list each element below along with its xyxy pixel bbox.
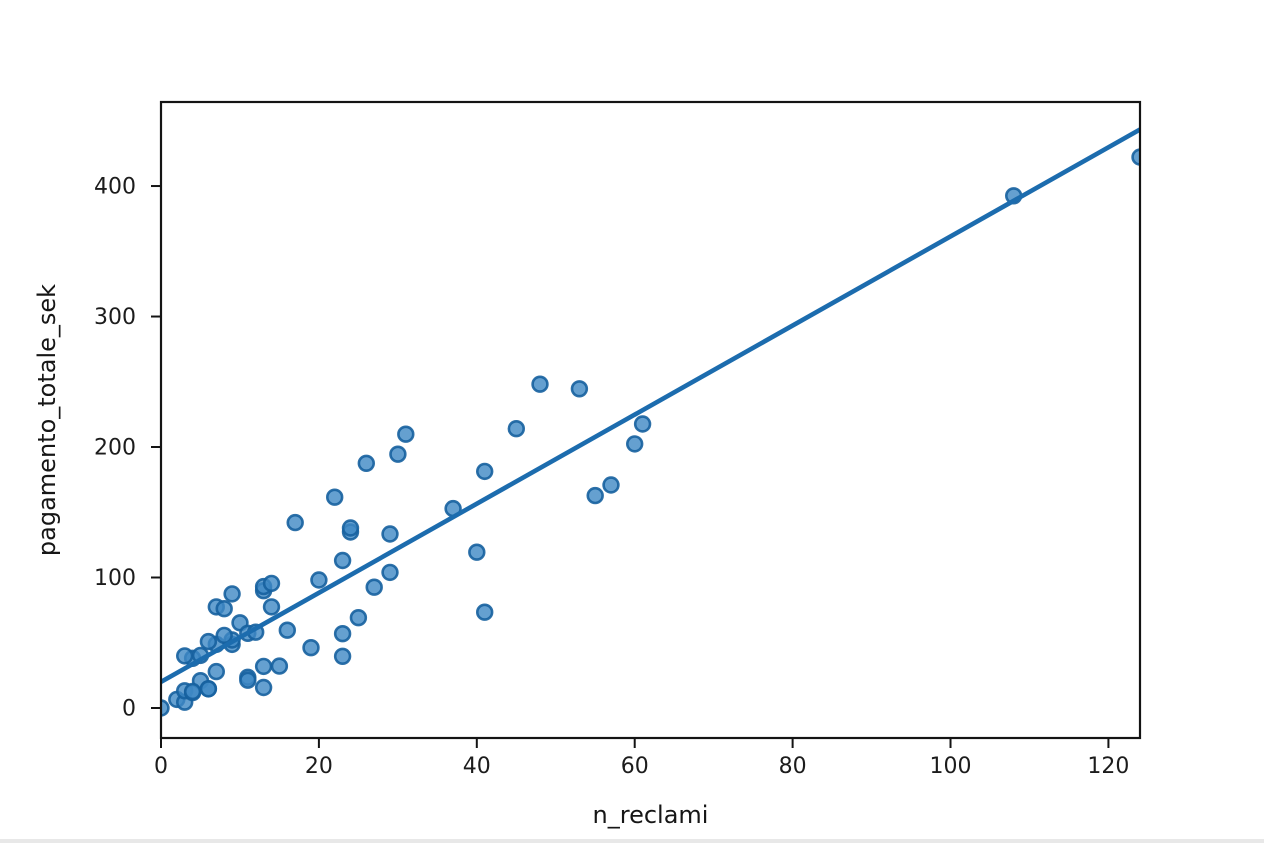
bottom-edge-strip bbox=[0, 839, 1264, 843]
data-point bbox=[176, 647, 194, 665]
data-point bbox=[625, 435, 644, 453]
data-point bbox=[381, 525, 399, 543]
data-point bbox=[183, 682, 202, 701]
data-point bbox=[215, 599, 233, 618]
data-point bbox=[286, 513, 304, 532]
data-point bbox=[278, 621, 296, 639]
y-tick-label: 400 bbox=[94, 175, 136, 200]
data-point bbox=[207, 662, 226, 681]
y-tick-label: 0 bbox=[122, 697, 136, 722]
data-point bbox=[262, 574, 281, 593]
data-point bbox=[302, 638, 320, 657]
x-tick-label: 120 bbox=[1087, 754, 1129, 779]
x-tick-label: 0 bbox=[154, 754, 168, 779]
data-point bbox=[365, 578, 383, 596]
data-point bbox=[602, 476, 620, 494]
x-tick-label: 60 bbox=[621, 754, 649, 779]
regression-line bbox=[161, 127, 1140, 684]
data-point bbox=[199, 680, 218, 698]
data-point bbox=[262, 598, 281, 616]
x-tick-label: 20 bbox=[305, 754, 333, 779]
data-point bbox=[333, 647, 352, 665]
data-point bbox=[254, 678, 273, 697]
data-point bbox=[507, 420, 525, 438]
x-axis-label: n_reclami bbox=[592, 801, 709, 829]
data-point bbox=[531, 375, 549, 393]
data-layer bbox=[161, 127, 1140, 717]
data-point bbox=[215, 626, 233, 645]
data-point bbox=[310, 571, 328, 589]
data-point bbox=[468, 543, 486, 561]
data-point bbox=[349, 608, 368, 627]
data-point bbox=[333, 624, 352, 643]
x-tick-label: 40 bbox=[463, 754, 491, 779]
y-tick-label: 200 bbox=[94, 436, 136, 461]
y-axis-label: pagamento_totale_sek bbox=[33, 283, 61, 557]
data-point bbox=[239, 671, 257, 689]
data-point bbox=[476, 462, 494, 481]
data-point bbox=[357, 454, 375, 472]
data-point bbox=[633, 415, 652, 433]
y-tick-label: 100 bbox=[94, 566, 136, 591]
data-point bbox=[389, 445, 407, 463]
data-point bbox=[570, 380, 589, 398]
data-point bbox=[586, 486, 604, 505]
x-tick-label: 100 bbox=[930, 754, 972, 779]
data-point bbox=[397, 425, 415, 443]
data-point bbox=[254, 657, 273, 676]
data-point bbox=[333, 551, 352, 570]
data-point bbox=[326, 488, 344, 506]
data-point bbox=[476, 603, 494, 621]
plot-frame bbox=[159, 100, 1142, 740]
y-tick-label: 300 bbox=[94, 305, 136, 330]
data-point bbox=[270, 657, 289, 675]
x-tick-label: 80 bbox=[779, 754, 807, 779]
data-point bbox=[199, 632, 218, 651]
data-point bbox=[381, 563, 399, 582]
data-point bbox=[223, 585, 241, 603]
data-point bbox=[341, 519, 360, 537]
